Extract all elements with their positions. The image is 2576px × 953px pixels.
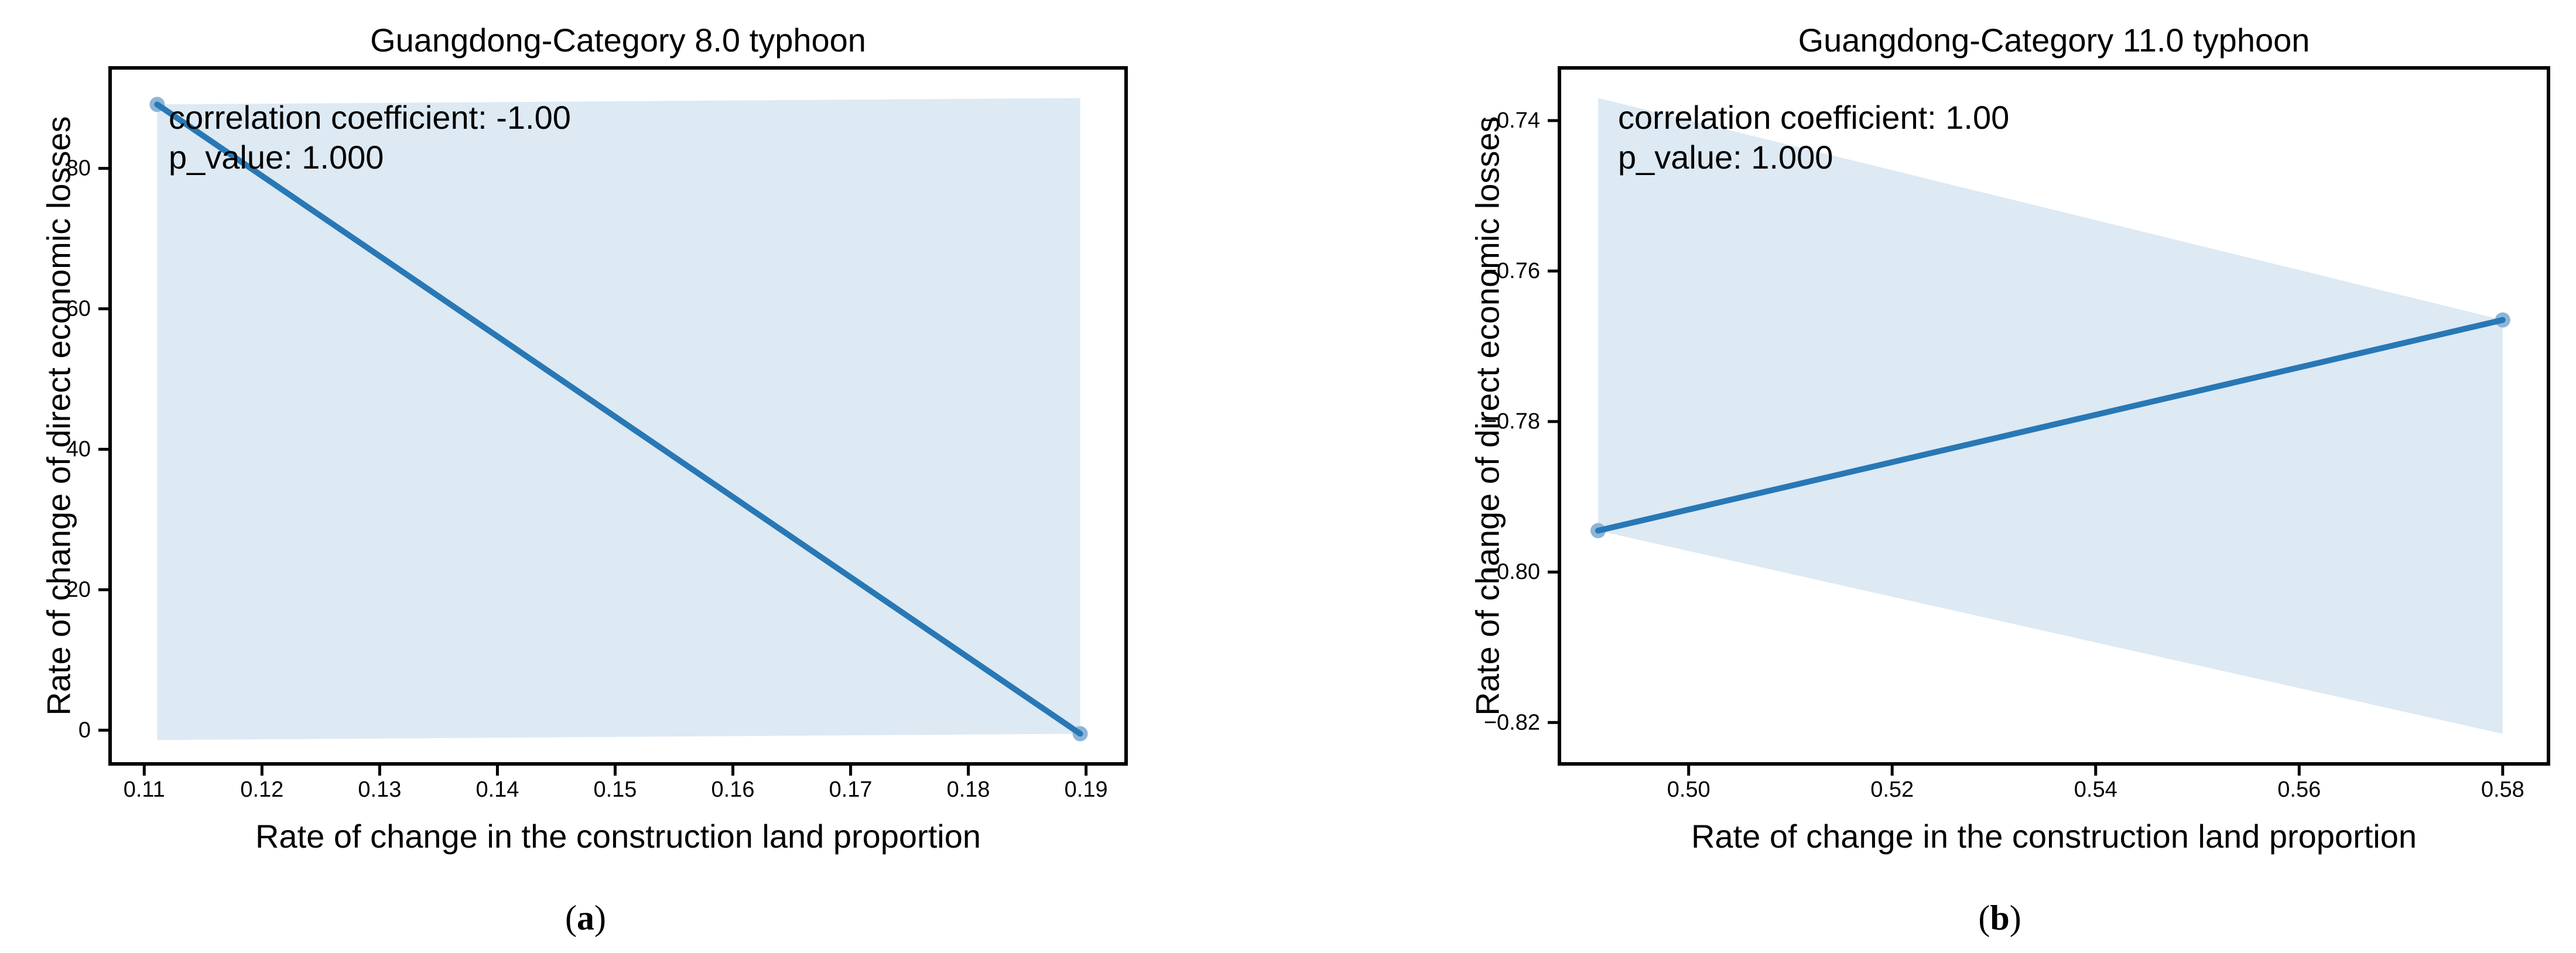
y-tick-label: 40 [66,437,91,461]
series-line [1595,317,2506,534]
x-tick-label: 0.54 [2074,777,2117,802]
x-tick-label: 0.14 [475,777,519,802]
axes-frame [108,66,1128,766]
subfigure-caption-b: (b) [1414,894,2576,941]
caption-close-paren: ) [594,899,606,937]
x-tick-label: 0.17 [829,777,873,802]
x-tick-label: 0.58 [2481,777,2524,802]
caption-letter: b [1990,899,2010,937]
annotation-line: p_value: 1.000 [1618,139,1833,176]
y-tick-label: −0.82 [1484,710,1540,735]
annotation-line: p_value: 1.000 [169,139,384,176]
x-tick-label: 0.18 [947,777,990,802]
annotation-line: correlation coefficient: -1.00 [169,99,571,136]
confidence-band [1598,98,2503,734]
x-tick-label: 0.52 [1870,777,1914,802]
y-tick-label: −0.78 [1484,409,1540,434]
plot-title: Guangdong-Category 11.0 typhoon [1798,22,2310,59]
caption-close-paren: ) [2009,899,2021,937]
y-axis-label: Rate of change of direct economic losses [1469,116,1506,715]
x-tick-label: 0.12 [240,777,283,802]
x-tick-label: 0.16 [711,777,755,802]
y-axis-label: Rate of change of direct economic losses [40,116,77,715]
caption-open-paren: ( [565,899,577,937]
caption-letter: a [577,899,594,937]
y-tick-label: −0.76 [1484,259,1540,283]
y-tick-label: 20 [66,577,91,602]
caption-open-paren: ( [1978,899,1990,937]
x-tick-label: 0.13 [358,777,401,802]
y-tick-label: 80 [66,156,91,181]
y-tick-label: −0.80 [1484,560,1540,584]
x-axis-label: Rate of change in the construction land … [1691,818,2417,855]
series-line [154,101,1083,737]
x-tick-label: 0.19 [1065,777,1108,802]
x-tick-label: 0.11 [124,777,165,802]
y-tick-label: −0.74 [1484,108,1540,133]
subfigure-caption-a: (a) [0,894,1171,941]
plot-title: Guangdong-Category 8.0 typhoon [370,22,866,59]
annotation-line: correlation coefficient: 1.00 [1618,99,2009,136]
x-tick-label: 0.15 [593,777,637,802]
y-tick-label: 60 [66,297,91,321]
panel-b: 0.50 0.52 0.54 0.56 0.58 −0.74 −0.76 −0.78 −0.80… [1469,22,2550,855]
x-tick-label: 0.50 [1667,777,1711,802]
panel-a: 0.11 0.12 0.13 0.14 0.15 0.16 0.17 0.18 0.19 0 20 4… [40,22,1128,855]
y-tick-label: 0 [78,718,91,742]
axes-frame [1558,66,2550,766]
x-axis-label: Rate of change in the construction land … [255,818,981,855]
x-tick-label: 0.56 [2277,777,2321,802]
